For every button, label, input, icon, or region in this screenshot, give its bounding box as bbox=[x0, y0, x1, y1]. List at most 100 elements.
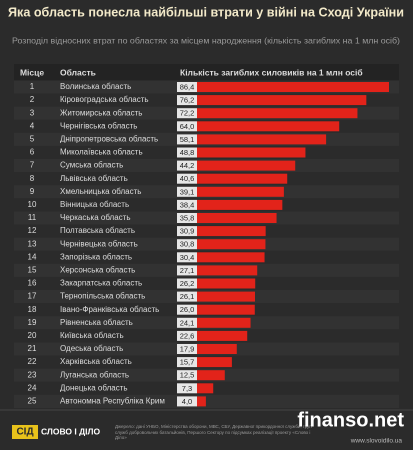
value-label: 30,8 bbox=[180, 240, 195, 249]
value-label: 24,1 bbox=[180, 318, 195, 327]
logo-mark: СІД bbox=[16, 427, 33, 438]
rank: 10 bbox=[28, 200, 37, 209]
region-label: Кіровоградська область bbox=[60, 95, 149, 104]
region-label: Чернівецька область bbox=[60, 239, 138, 248]
value-label-box bbox=[177, 317, 197, 328]
bar bbox=[197, 213, 277, 223]
bar bbox=[197, 108, 358, 119]
rank: 23 bbox=[28, 370, 37, 379]
source: Джерело: дані УНБО, Міністерства оборони… bbox=[115, 424, 312, 440]
rank: 17 bbox=[28, 292, 37, 301]
region-label: Івано-Франківська область bbox=[60, 305, 159, 314]
region-label: Харківська область bbox=[60, 357, 132, 366]
value-label: 30,4 bbox=[180, 253, 195, 262]
bar bbox=[197, 357, 232, 368]
value-label: 26,0 bbox=[180, 305, 195, 314]
region-label: Автономна Республіка Крим bbox=[60, 397, 165, 406]
value-label-box bbox=[177, 357, 197, 368]
value-label: 44,2 bbox=[180, 161, 195, 170]
value-label: 26,2 bbox=[180, 279, 195, 288]
logo-box bbox=[12, 425, 38, 439]
header-rank: Місце bbox=[20, 67, 44, 77]
value-label-box bbox=[177, 121, 197, 132]
value-label: 39,1 bbox=[180, 187, 195, 196]
rank: 22 bbox=[28, 357, 37, 366]
bar bbox=[197, 304, 255, 315]
value-label: 26,1 bbox=[180, 292, 195, 301]
region-label: Полтавська область bbox=[60, 226, 135, 235]
value-label: 58,1 bbox=[180, 135, 195, 144]
value-label: 76,2 bbox=[180, 96, 195, 105]
region-label: Сумська область bbox=[60, 161, 123, 170]
rank: 5 bbox=[30, 135, 35, 144]
value-label: 38,4 bbox=[180, 200, 195, 209]
row-stripe bbox=[14, 394, 399, 408]
region-label: Вінницька область bbox=[60, 200, 129, 209]
region-label: Київська область bbox=[60, 331, 124, 340]
bar bbox=[197, 239, 266, 250]
bar bbox=[197, 82, 389, 92]
region-label: Хмельницька область bbox=[60, 187, 141, 196]
value-label-box bbox=[177, 265, 197, 276]
value-label-box bbox=[177, 383, 197, 394]
rank: 15 bbox=[28, 266, 37, 275]
bar bbox=[197, 252, 265, 263]
rank: 3 bbox=[30, 108, 35, 117]
value-label-box bbox=[177, 173, 197, 184]
watermark: finanso.net bbox=[297, 409, 404, 431]
region-label: Запорізька область bbox=[60, 252, 132, 261]
rank: 19 bbox=[28, 318, 37, 327]
value-label-box bbox=[177, 239, 197, 250]
value-label-box bbox=[177, 304, 197, 315]
value-label-box bbox=[177, 344, 197, 354]
value-label-box bbox=[177, 370, 197, 381]
value-label: 86,4 bbox=[180, 82, 195, 91]
value-label: 48,8 bbox=[180, 148, 195, 157]
value-label: 12,5 bbox=[180, 371, 195, 380]
rank: 14 bbox=[28, 252, 37, 261]
bar bbox=[197, 134, 327, 145]
bar bbox=[197, 291, 255, 302]
bar bbox=[197, 317, 251, 328]
bar bbox=[197, 344, 237, 354]
value-label-box bbox=[177, 396, 197, 407]
value-label: 22,6 bbox=[180, 331, 195, 340]
bar bbox=[197, 396, 206, 407]
value-label-box bbox=[177, 226, 197, 237]
value-label-box bbox=[177, 330, 197, 341]
value-label-box bbox=[177, 147, 197, 158]
region-label: Миколаївська область bbox=[60, 148, 143, 157]
value-label: 17,9 bbox=[180, 344, 195, 353]
bar bbox=[197, 95, 367, 106]
region-label: Волинська область bbox=[60, 82, 131, 91]
value-label-box bbox=[177, 278, 197, 289]
chart-title: Яка область понесла найбільші втрати у в… bbox=[8, 5, 404, 19]
rank: 8 bbox=[30, 174, 35, 183]
value-label: 15,7 bbox=[180, 358, 195, 367]
bar bbox=[197, 186, 284, 197]
bar bbox=[197, 160, 296, 171]
value-label-box bbox=[177, 199, 197, 210]
rank: 13 bbox=[28, 239, 37, 248]
value-label: 30,9 bbox=[180, 227, 195, 236]
value-label-box bbox=[177, 108, 197, 119]
rank: 18 bbox=[28, 305, 37, 314]
rank: 12 bbox=[28, 226, 37, 235]
rank: 21 bbox=[28, 344, 37, 353]
value-label-box bbox=[177, 95, 197, 106]
rank: 16 bbox=[28, 279, 37, 288]
rank: 6 bbox=[30, 148, 35, 157]
bar bbox=[197, 330, 248, 341]
value-label-box bbox=[177, 82, 197, 92]
bar bbox=[197, 173, 288, 184]
rank: 2 bbox=[30, 95, 35, 104]
rank: 9 bbox=[30, 187, 35, 196]
rank: 24 bbox=[28, 383, 37, 392]
bar bbox=[197, 265, 258, 276]
value-label: 7,3 bbox=[182, 384, 192, 393]
value-label: 35,8 bbox=[180, 213, 195, 222]
region-label: Луганська область bbox=[60, 370, 129, 379]
value-label: 40,6 bbox=[180, 174, 195, 183]
